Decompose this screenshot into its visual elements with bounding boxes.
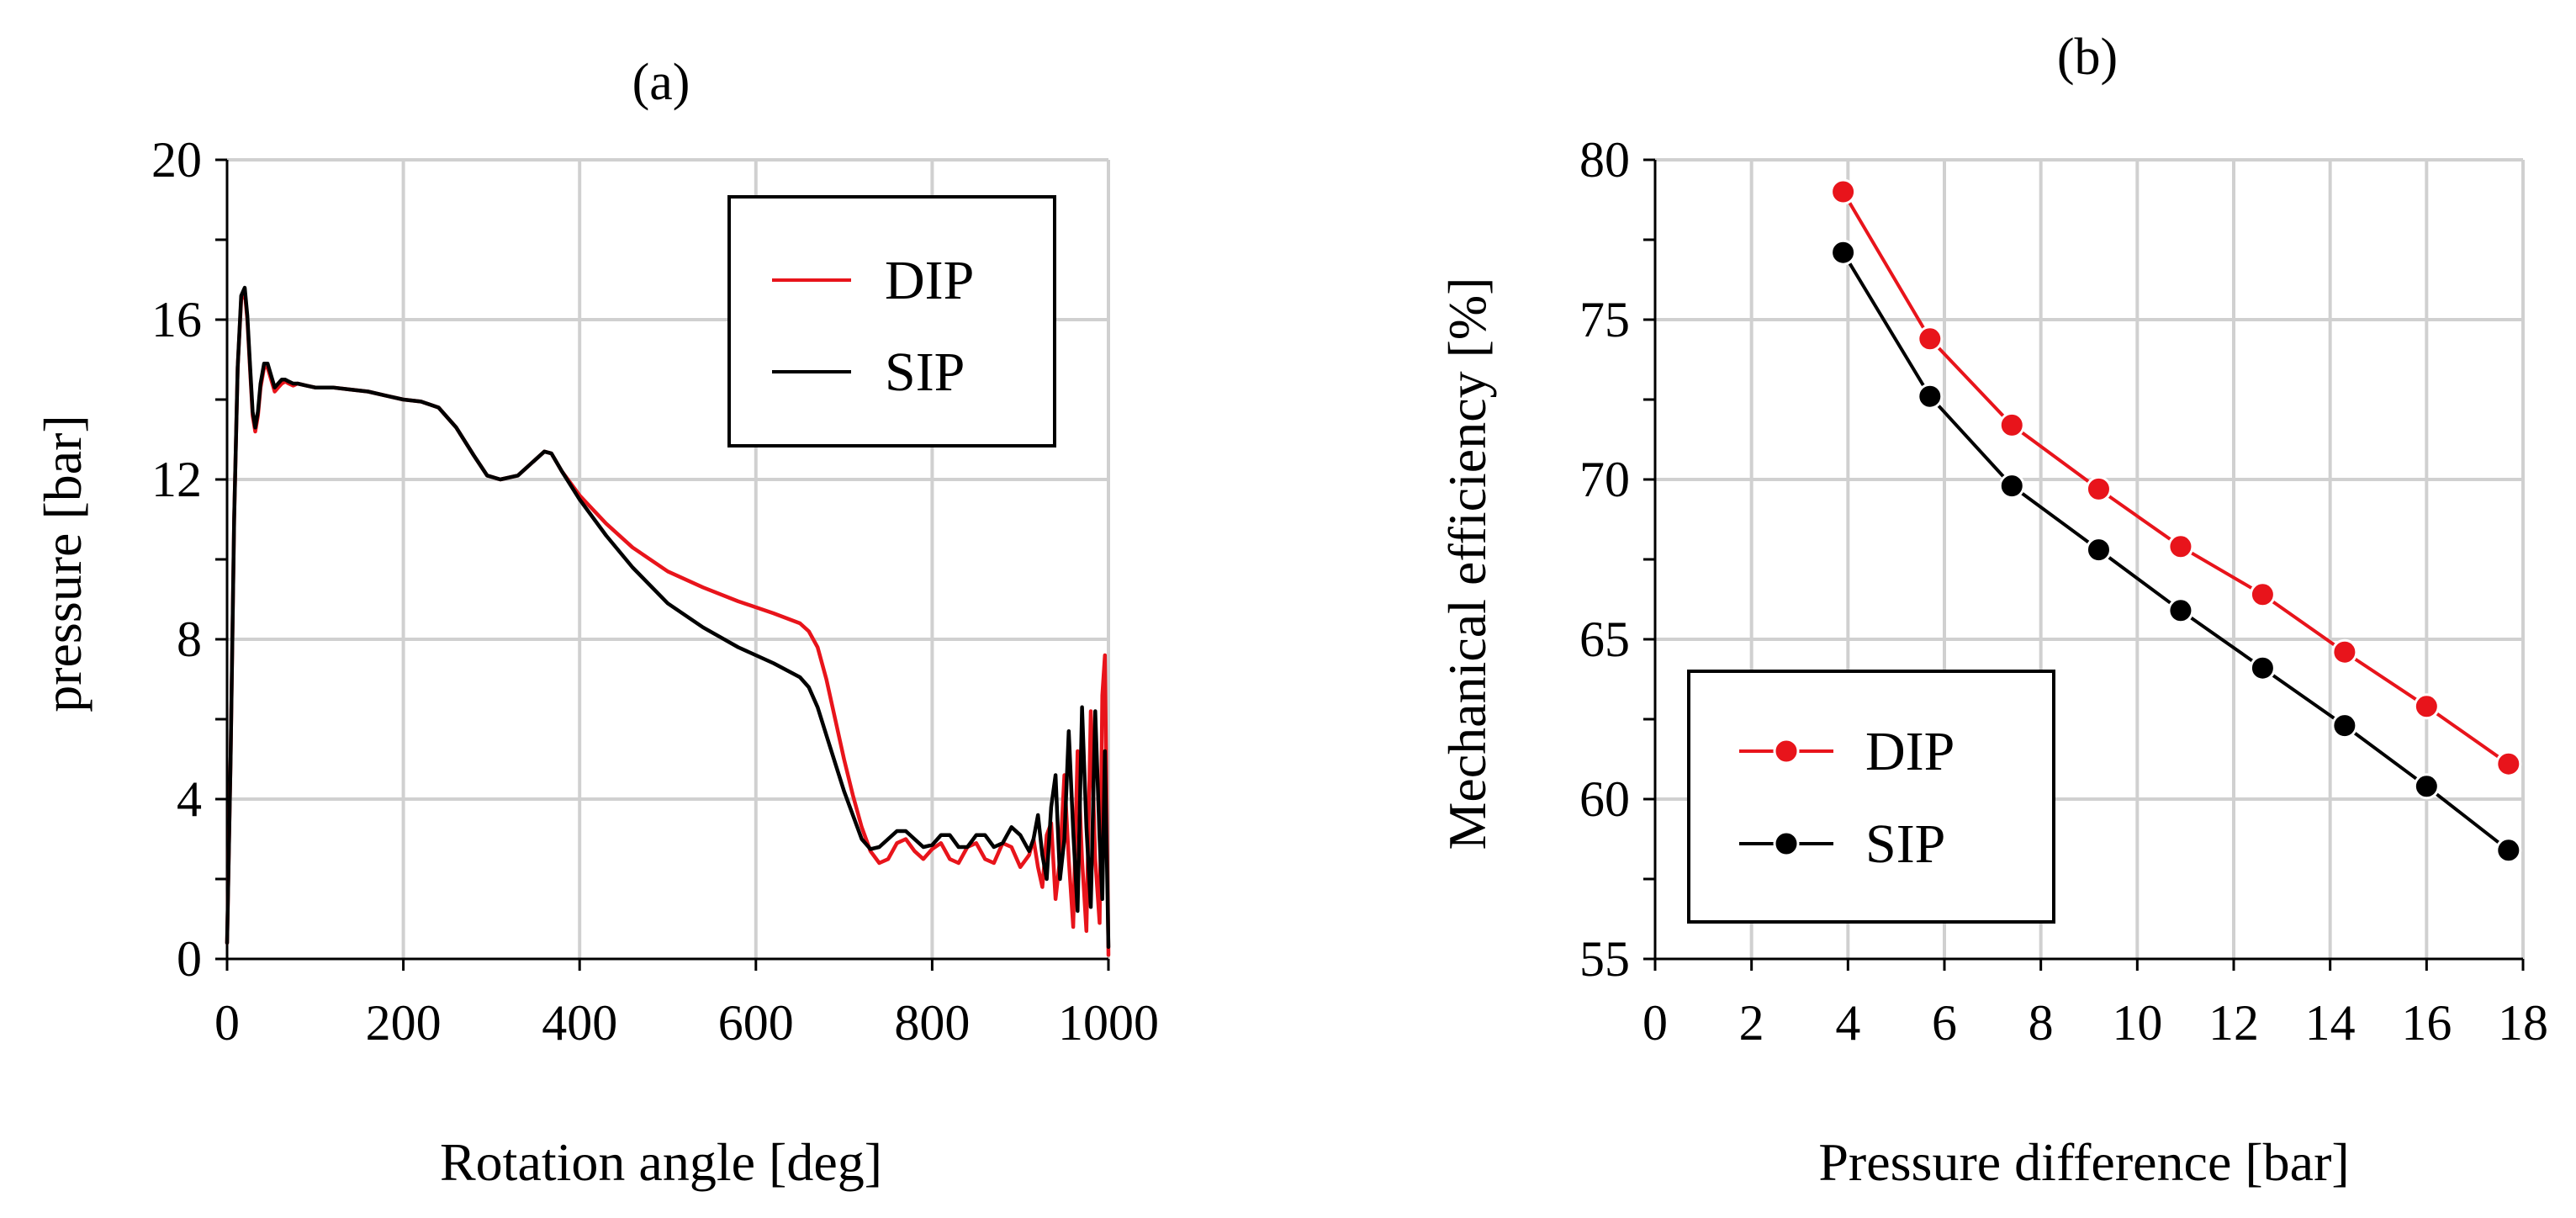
panel-a-y-axis-label: pressure [bar] xyxy=(33,415,93,712)
panel-b-series-sip-point-5 xyxy=(2249,654,2276,681)
panel-b-series xyxy=(1830,178,2522,864)
panel-b-x-axis-label: Pressure difference [bar] xyxy=(1818,1132,2349,1192)
panel-a-y-tick-label-4: 16 xyxy=(151,292,202,347)
panel-b-y-tick-label-4: 75 xyxy=(1579,292,1630,347)
panel-a-series-sip-line xyxy=(225,285,1111,950)
panel-a-legend-box xyxy=(727,195,1056,447)
panel-b-series-dip-point-4 xyxy=(2167,533,2194,560)
panel-a-x-tick-label-3: 600 xyxy=(718,995,794,1051)
panel-a-y-tick-labels: 0 4 8 12 16 20 xyxy=(151,132,202,987)
panel-b-axes xyxy=(1643,158,2525,971)
panel-b-series-sip-point-1 xyxy=(1917,383,1944,410)
panel-b-title: (b) xyxy=(2057,29,2118,86)
panel-b-y-axis-label: Mechanical efficiency [%] xyxy=(1437,277,1497,850)
panel-b-x-tick-label-4: 8 xyxy=(2029,995,2054,1051)
panel-b-efficiency-chart: (b) 0 2 4 6 8 10 12 14 16 18 55 60 65 70 75 80 Pressur… xyxy=(1437,29,2548,1192)
panel-b-legend-box xyxy=(1687,670,2055,924)
panel-b-series-sip-point-3 xyxy=(2085,537,2112,564)
panel-b-x-tick-label-8: 16 xyxy=(2401,995,2452,1051)
panel-b-x-tick-label-2: 4 xyxy=(1835,995,1860,1051)
panel-b-x-tick-labels: 0 2 4 6 8 10 12 14 16 18 xyxy=(1642,995,2548,1051)
panel-b-y-tick-label-1: 60 xyxy=(1579,771,1630,827)
panel-a-legend-sip-label: SIP xyxy=(885,342,965,403)
panel-b-y-tick-label-2: 65 xyxy=(1579,612,1630,667)
panel-b-series-dip-point-8 xyxy=(2495,750,2522,777)
panel-a-x-tick-label-2: 400 xyxy=(542,995,617,1051)
panel-a-title: (a) xyxy=(632,54,690,111)
panel-a-y-tick-label-1: 4 xyxy=(177,771,202,827)
panel-b-series-sip-point-8 xyxy=(2495,837,2522,864)
panel-b-series-dip-point-3 xyxy=(2085,475,2112,502)
panel-b-series-dip-point-6 xyxy=(2331,638,2358,665)
panel-b-x-tick-label-1: 2 xyxy=(1739,995,1764,1051)
panel-a-pressure-chart: (a) 0 200 400 600 800 1000 0 4 8 12 16 20 Rotation… xyxy=(33,54,1159,1192)
panel-a-x-tick-label-4: 800 xyxy=(894,995,970,1051)
panel-a-x-axis-label: Rotation angle [deg] xyxy=(440,1132,882,1192)
panel-a-legend: DIP SIP xyxy=(727,195,1056,447)
panel-b-legend-sip-label: SIP xyxy=(1865,813,1945,875)
panel-b-legend-sip-swatch-marker xyxy=(1773,830,1800,857)
panel-a-axes xyxy=(215,158,1110,971)
panel-b-x-tick-label-3: 6 xyxy=(1932,995,1957,1051)
panel-a-legend-dip-label: DIP xyxy=(885,250,974,311)
panel-b-legend: DIP SIP xyxy=(1687,670,2055,924)
panel-b-x-tick-label-6: 12 xyxy=(2208,995,2259,1051)
panel-b-series-sip-point-6 xyxy=(2331,712,2358,739)
panel-b-series-sip-point-2 xyxy=(1998,473,2025,500)
panel-a-series xyxy=(225,285,1111,957)
panel-a-x-tick-label-1: 200 xyxy=(366,995,442,1051)
panel-b-x-tick-label-0: 0 xyxy=(1642,995,1668,1051)
panel-a-x-tick-label-5: 1000 xyxy=(1058,995,1159,1051)
panel-a-x-tick-label-0: 0 xyxy=(214,995,240,1051)
panel-b-series-dip-point-0 xyxy=(1830,178,1857,205)
panel-b-series-dip-point-7 xyxy=(2413,693,2440,720)
panel-b-legend-dip-swatch-marker xyxy=(1773,738,1800,765)
panel-a-y-tick-label-2: 8 xyxy=(177,612,202,667)
panel-b-series-dip-point-2 xyxy=(1998,411,2025,438)
panel-b-x-tick-label-9: 18 xyxy=(2498,995,2548,1051)
panel-b-series-sip-point-4 xyxy=(2167,597,2194,624)
panel-b-x-tick-label-5: 10 xyxy=(2112,995,2162,1051)
panel-b-y-tick-label-5: 80 xyxy=(1579,132,1630,188)
panel-b-gridlines xyxy=(1655,158,2525,959)
panel-b-series-dip-point-5 xyxy=(2249,581,2276,608)
panel-b-y-tick-label-3: 70 xyxy=(1579,452,1630,507)
panel-b-y-tick-labels: 55 60 65 70 75 80 xyxy=(1579,132,1630,987)
panel-a-y-tick-label-0: 0 xyxy=(177,931,202,987)
panel-b-series-sip-point-0 xyxy=(1830,239,1857,266)
panel-a-y-tick-label-5: 20 xyxy=(151,132,202,188)
panel-b-x-tick-label-7: 14 xyxy=(2305,995,2356,1051)
panel-a-x-tick-labels: 0 200 400 600 800 1000 xyxy=(214,995,1159,1051)
panel-b-y-tick-label-0: 55 xyxy=(1579,931,1630,987)
panel-a-y-tick-label-3: 12 xyxy=(151,452,202,507)
panel-a-series-dip-line xyxy=(225,289,1111,957)
panel-b-legend-dip-label: DIP xyxy=(1865,721,1954,782)
panel-b-series-dip-point-1 xyxy=(1917,326,1944,352)
panel-b-series-sip-point-7 xyxy=(2413,773,2440,800)
